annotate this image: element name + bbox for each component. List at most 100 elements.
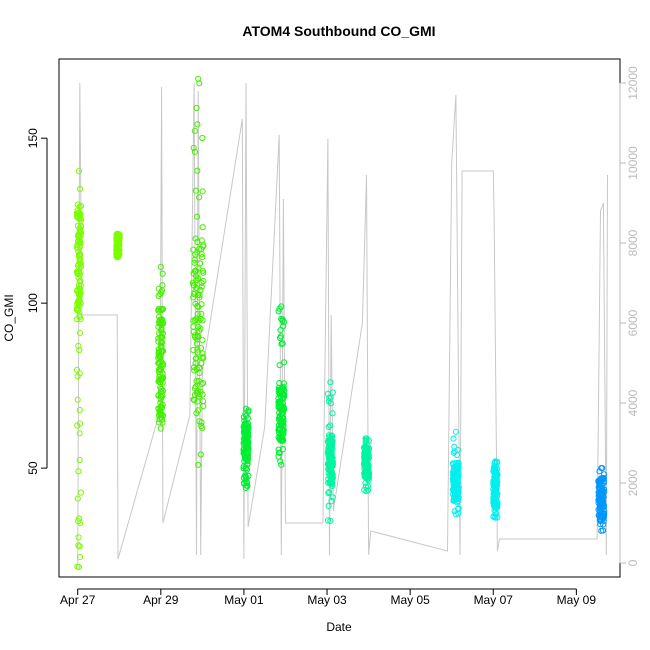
co-point [76, 543, 83, 550]
co-point [492, 458, 499, 465]
co-point [492, 468, 499, 475]
co-point [192, 317, 199, 324]
co-point [193, 213, 201, 220]
co-point [200, 380, 207, 387]
co-point [76, 243, 84, 250]
co-point [363, 488, 370, 495]
co-point [325, 479, 332, 486]
co-point [114, 253, 122, 261]
co-point [278, 303, 285, 310]
co-point [76, 406, 83, 414]
co-point [190, 396, 197, 403]
co-point [276, 380, 283, 387]
co-point [276, 436, 283, 443]
co-point [363, 435, 370, 442]
co-point [243, 454, 250, 461]
co-point [241, 431, 248, 438]
y-tick-label: 100 [26, 293, 40, 313]
co-point [197, 451, 204, 458]
x-tick-label: Apr 29 [143, 593, 179, 607]
co-point [275, 422, 282, 429]
co-point [325, 423, 332, 430]
x-axis-label: Date [326, 620, 352, 634]
co-point [450, 435, 457, 442]
plot-frame [58, 58, 621, 578]
co-point [276, 415, 283, 422]
co-point [191, 127, 198, 134]
y-axis: 50 100 150 [26, 128, 48, 475]
co-point [190, 144, 197, 151]
co-point [190, 290, 198, 298]
co-point [159, 348, 167, 355]
altitude-trace-line [77, 82, 608, 564]
co-point [245, 433, 252, 440]
co-point [329, 480, 336, 487]
co-point [599, 487, 606, 494]
co-point [196, 369, 203, 377]
co-point [243, 464, 250, 471]
co-point [491, 488, 498, 495]
co-point [245, 423, 252, 430]
co-point [279, 340, 286, 347]
co-point [157, 410, 164, 417]
co-point [198, 279, 205, 286]
co-point [191, 367, 198, 374]
co-point [596, 468, 603, 475]
co-point [76, 314, 83, 321]
co-point [192, 300, 199, 307]
co-point [77, 263, 85, 271]
co-point [278, 461, 285, 468]
co-point [76, 347, 83, 354]
co-point [76, 278, 83, 285]
co-point [280, 414, 287, 421]
x-tick-label: May 03 [307, 593, 347, 607]
co-point [365, 470, 372, 477]
co-point [191, 256, 198, 263]
co-point [76, 430, 83, 437]
co-point [192, 235, 199, 242]
co-point [329, 454, 336, 462]
co-point [196, 194, 203, 201]
co-point [279, 446, 286, 453]
co-point [240, 465, 247, 472]
co-point [493, 483, 500, 490]
co-point [76, 251, 84, 258]
co-point [599, 475, 607, 482]
co-point [200, 398, 207, 405]
co-point [195, 461, 202, 468]
co-point [75, 534, 82, 541]
co-point [77, 202, 85, 209]
co-point [275, 426, 282, 433]
co-point [75, 252, 83, 259]
co-point [451, 494, 458, 501]
co-points-layer [73, 75, 608, 571]
co-point [194, 310, 201, 317]
x-tick-label: May 07 [474, 593, 514, 607]
y-axis-label: CO_GMI [2, 294, 16, 341]
co-point [75, 342, 82, 349]
co-point [75, 168, 83, 175]
co-point [492, 514, 499, 521]
co-point [74, 305, 81, 312]
co-point [190, 246, 197, 253]
co-point [454, 493, 461, 500]
co-point [244, 443, 251, 450]
co-point [196, 418, 203, 425]
co-point [194, 121, 201, 128]
co-point [156, 374, 163, 381]
co-point [194, 336, 201, 343]
co-point [76, 554, 84, 561]
co-point [191, 385, 198, 392]
co-point [158, 287, 166, 294]
co-point [76, 456, 83, 464]
co-point [364, 487, 372, 494]
co-point [197, 345, 205, 352]
co-point [450, 497, 457, 504]
co-point [326, 433, 333, 441]
co-point [327, 440, 334, 447]
x-tick-label: Apr 27 [60, 593, 96, 607]
co-point [200, 355, 207, 362]
co-point [597, 521, 604, 528]
co-point [74, 495, 81, 502]
co-point [75, 468, 82, 475]
